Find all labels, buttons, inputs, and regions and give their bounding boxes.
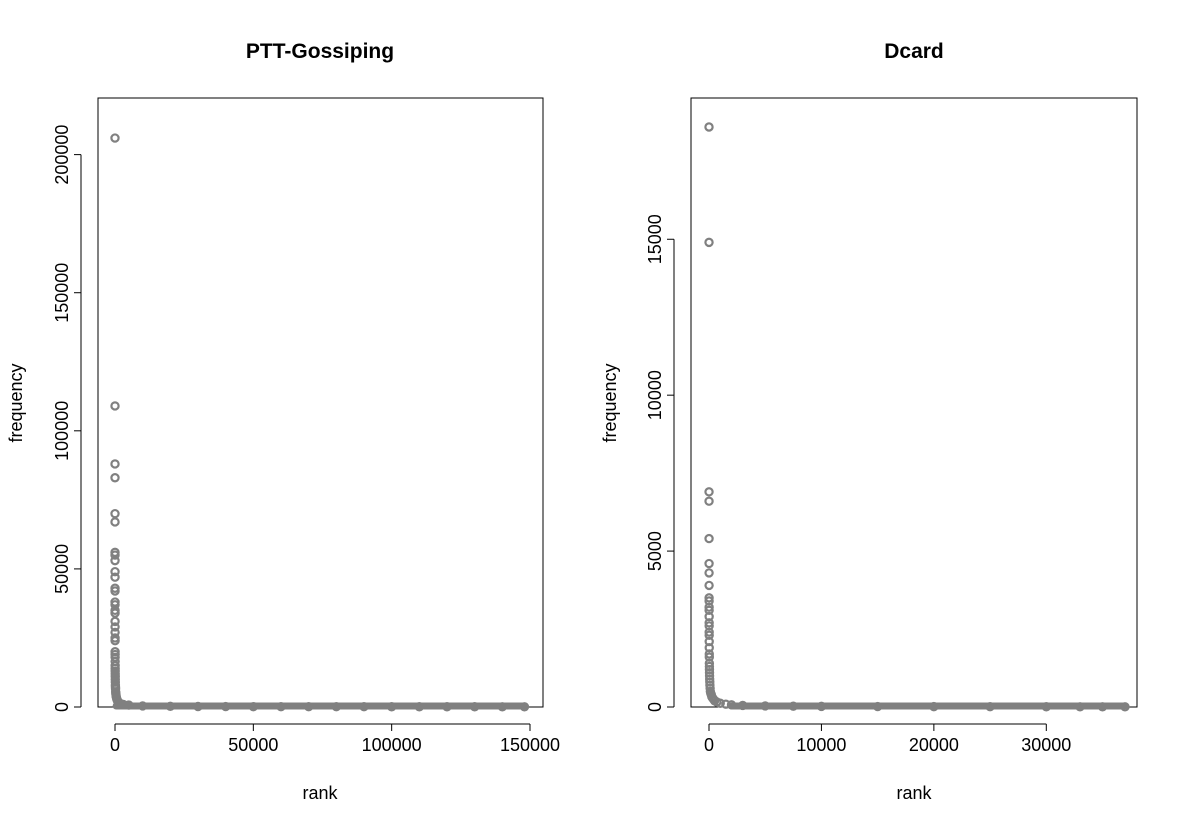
scatter-panel-dcard: Dcard rank frequency 0 10000 20000 30000 0 5… — [600, 40, 1138, 803]
data-point — [704, 558, 714, 569]
x-axis: 0 10000 20000 30000 — [704, 723, 1071, 755]
x-tick-label: 50000 — [228, 735, 278, 755]
chart-title: PTT-Gossiping — [246, 40, 394, 63]
data-point — [704, 496, 714, 506]
data-points — [704, 122, 1130, 712]
y-tick-label: 150000 — [52, 263, 72, 323]
x-axis-label: rank — [896, 783, 932, 803]
data-point — [110, 616, 120, 627]
data-point — [704, 568, 714, 578]
x-tick-label: 20000 — [909, 735, 959, 755]
chart-title: Dcard — [884, 40, 944, 63]
data-point — [110, 555, 120, 566]
data-point — [110, 508, 120, 519]
x-tick-label: 0 — [704, 735, 714, 755]
data-point — [704, 533, 714, 544]
y-tick-label: 10000 — [645, 370, 665, 420]
y-axis: 0 50000 100000 150000 200000 — [52, 125, 82, 712]
x-tick-label: 30000 — [1021, 735, 1071, 755]
data-point — [704, 618, 714, 628]
y-axis-label: frequency — [6, 363, 26, 442]
x-tick-label: 10000 — [796, 735, 846, 755]
y-tick-label: 50000 — [52, 544, 72, 594]
data-point — [110, 572, 120, 582]
data-point — [704, 649, 714, 659]
data-point — [110, 586, 120, 596]
data-point — [704, 580, 714, 591]
data-point — [704, 237, 714, 248]
y-tick-label: 5000 — [645, 531, 665, 571]
data-point — [704, 487, 714, 497]
plot-frame — [690, 97, 1138, 708]
data-point — [110, 459, 120, 469]
x-tick-label: 150000 — [500, 735, 560, 755]
data-point — [704, 602, 714, 612]
data-points — [110, 133, 530, 712]
data-point — [704, 122, 714, 132]
y-tick-label: 0 — [645, 702, 665, 712]
x-tick-label: 0 — [110, 735, 120, 755]
data-point — [110, 473, 120, 483]
y-tick-label: 100000 — [52, 401, 72, 461]
x-axis-label: rank — [302, 783, 338, 803]
x-axis: 0 50000 100000 150000 — [110, 723, 560, 755]
data-point — [715, 698, 725, 708]
data-point — [704, 593, 714, 603]
y-tick-label: 200000 — [52, 125, 72, 185]
y-tick-label: 15000 — [645, 214, 665, 264]
y-tick-label: 0 — [52, 702, 72, 712]
x-tick-label: 100000 — [362, 735, 422, 755]
data-point — [110, 401, 120, 411]
data-point — [110, 566, 120, 577]
data-point — [110, 517, 120, 527]
scatter-panel-ptt-gossiping: PTT-Gossiping rank frequency 0 50000 10000… — [6, 40, 560, 803]
data-point — [110, 550, 120, 560]
data-point — [110, 622, 120, 632]
plot-frame — [97, 97, 544, 708]
y-axis-label: frequency — [600, 363, 620, 442]
y-axis: 0 5000 10000 15000 — [645, 214, 675, 712]
data-point — [704, 627, 714, 637]
data-point — [110, 133, 120, 143]
data-point — [110, 636, 120, 646]
